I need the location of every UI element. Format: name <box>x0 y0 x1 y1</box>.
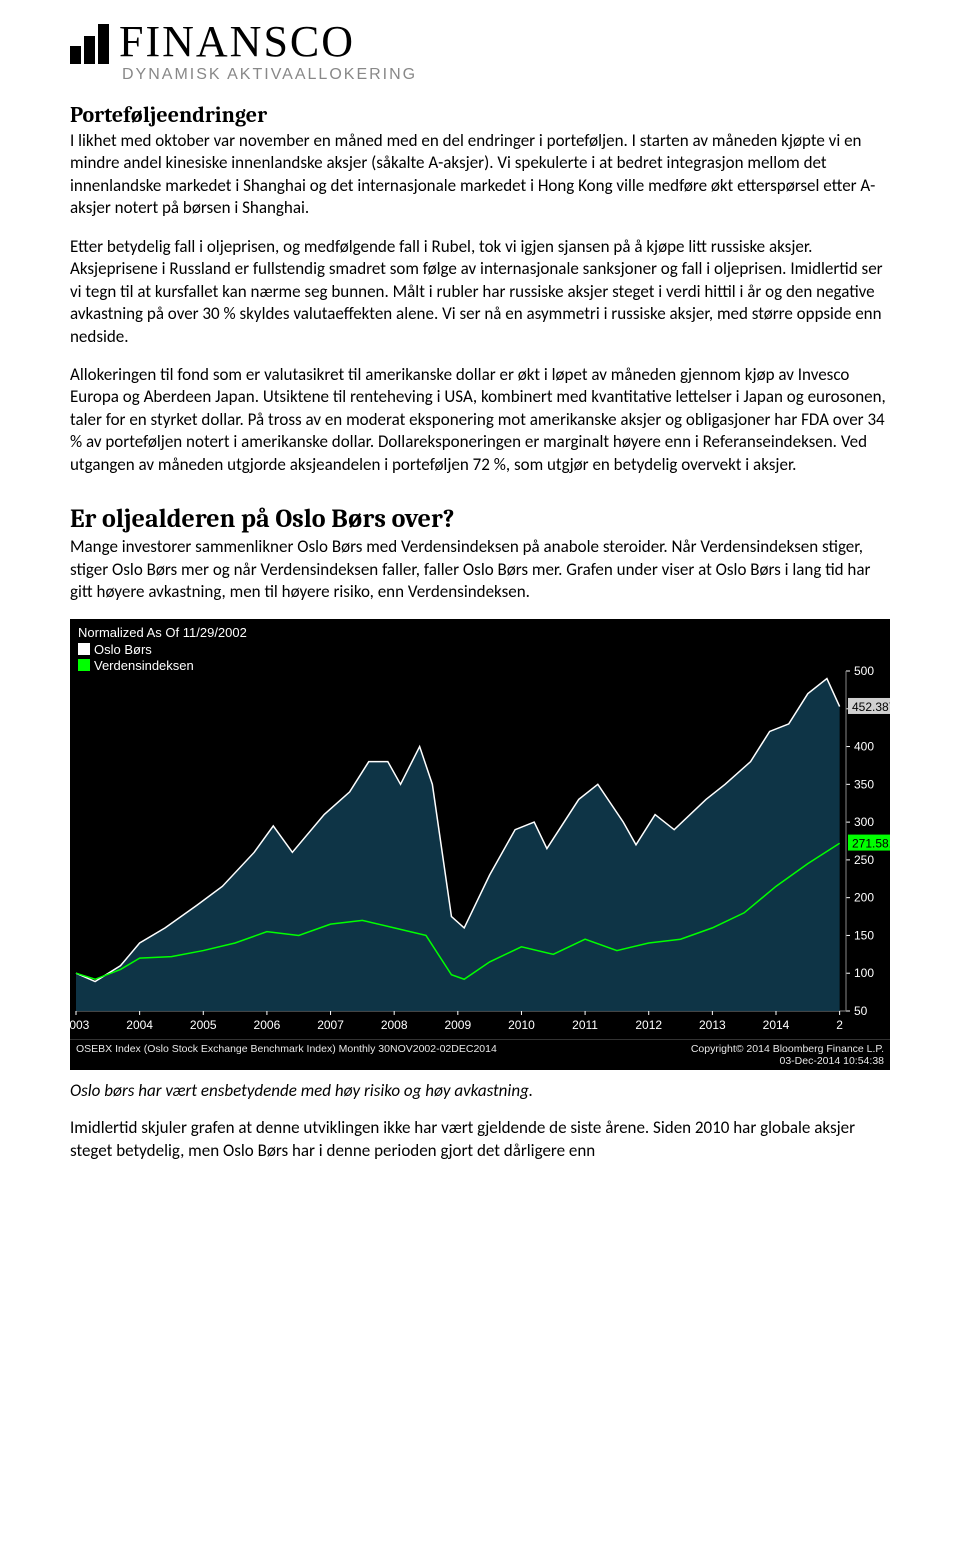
section1-p2: Etter betydelig fall i oljeprisen, og me… <box>70 236 890 348</box>
svg-text:50: 50 <box>854 1004 868 1018</box>
logo-block: FINANSCO DYNAMISK AKTIVAALLOKERING <box>70 20 890 84</box>
logo-sub: DYNAMISK AKTIVAALLOKERING <box>122 66 890 84</box>
chart-caption: Oslo børs har vært ensbetydende med høy … <box>70 1080 890 1101</box>
svg-text:Verdensindeksen: Verdensindeksen <box>94 658 194 673</box>
svg-text:250: 250 <box>854 853 874 867</box>
section2-p1: Mange investorer sammenlikner Oslo Børs … <box>70 536 890 603</box>
svg-text:2003: 2003 <box>70 1018 90 1032</box>
svg-text:2004: 2004 <box>126 1018 153 1032</box>
section1-p1: I likhet med oktober var november en mån… <box>70 130 890 220</box>
section1-p3: Allokeringen til fond som er valutasikre… <box>70 364 890 476</box>
svg-text:2014: 2014 <box>763 1018 790 1032</box>
logo-name: FINANSCO <box>119 20 355 64</box>
svg-text:2011: 2011 <box>572 1018 598 1032</box>
svg-text:2009: 2009 <box>444 1018 471 1032</box>
chart-svg: 5010015020025030035040045050020032004200… <box>70 619 890 1039</box>
svg-text:Normalized As Of 11/29/2002: Normalized As Of 11/29/2002 <box>78 625 247 640</box>
logo-bars-icon <box>70 24 109 64</box>
svg-text:2008: 2008 <box>381 1018 408 1032</box>
svg-text:2007: 2007 <box>317 1018 344 1032</box>
section1-heading: Porteføljeendringer <box>70 102 890 128</box>
svg-text:2: 2 <box>836 1018 843 1032</box>
section2-heading: Er oljealderen på Oslo Børs over? <box>70 504 890 534</box>
svg-text:150: 150 <box>854 929 874 943</box>
chart-footer-left: OSEBX Index (Oslo Stock Exchange Benchma… <box>76 1043 497 1067</box>
svg-text:350: 350 <box>854 778 874 792</box>
svg-text:500: 500 <box>854 664 874 678</box>
svg-text:2005: 2005 <box>190 1018 217 1032</box>
chart-container: 5010015020025030035040045050020032004200… <box>70 619 890 1070</box>
svg-text:400: 400 <box>854 740 874 754</box>
closing-para: Imidlertid skjuler grafen at denne utvik… <box>70 1117 890 1162</box>
svg-text:452.3878: 452.3878 <box>852 700 890 714</box>
svg-text:2010: 2010 <box>508 1018 535 1032</box>
logo-row: FINANSCO <box>70 20 890 64</box>
svg-text:300: 300 <box>854 816 874 830</box>
chart-footer: OSEBX Index (Oslo Stock Exchange Benchma… <box>70 1039 890 1070</box>
svg-text:100: 100 <box>854 967 874 981</box>
svg-text:2012: 2012 <box>635 1018 662 1032</box>
svg-text:200: 200 <box>854 891 874 905</box>
svg-text:2006: 2006 <box>254 1018 281 1032</box>
svg-text:271.5819: 271.5819 <box>852 837 890 851</box>
svg-text:2013: 2013 <box>699 1018 726 1032</box>
svg-text:Oslo Børs: Oslo Børs <box>94 642 152 657</box>
chart-footer-right: Copyright© 2014 Bloomberg Finance L.P. 0… <box>691 1043 884 1067</box>
